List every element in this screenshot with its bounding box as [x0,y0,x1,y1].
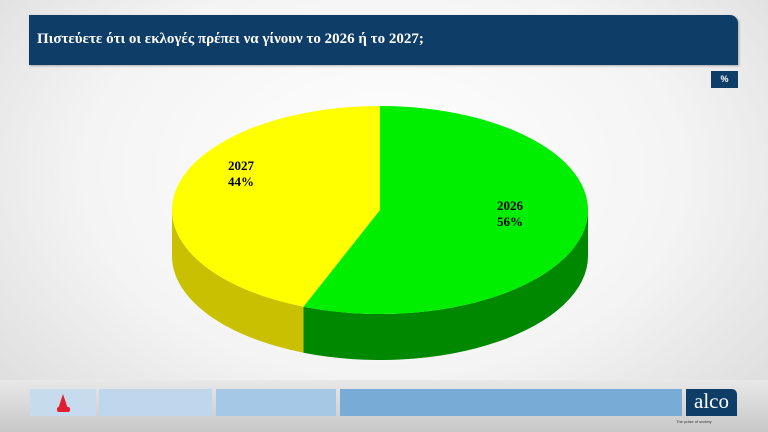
footer: alco The pulse of society [0,380,768,432]
pie-side-2026 [303,210,588,360]
slice-value-2027: 44% [228,174,254,189]
alco-tagline: The pulse of society [676,419,712,424]
pie-slice-2027 [172,106,380,307]
footer-bar-3 [340,389,682,416]
pie-side-2027 [172,210,304,353]
slice-value-2026: 56% [497,214,523,229]
footer-bar-2 [216,389,336,416]
chart-title: Πιστεύετε ότι οι εκλογές πρέπει να γίνου… [37,31,424,47]
pie-slice-2026 [303,106,588,314]
slice-label-2026: 2026 [497,198,524,213]
slice-label-2027: 2027 [228,158,255,173]
channel-logo-box [30,389,96,416]
unit-badge: % [711,71,738,88]
footer-bar-1 [99,389,212,416]
alco-logo: alco [686,389,737,416]
title-bar: Πιστεύετε ότι οι εκλογές πρέπει να γίνου… [29,15,738,65]
channel-logo-icon [57,394,70,412]
